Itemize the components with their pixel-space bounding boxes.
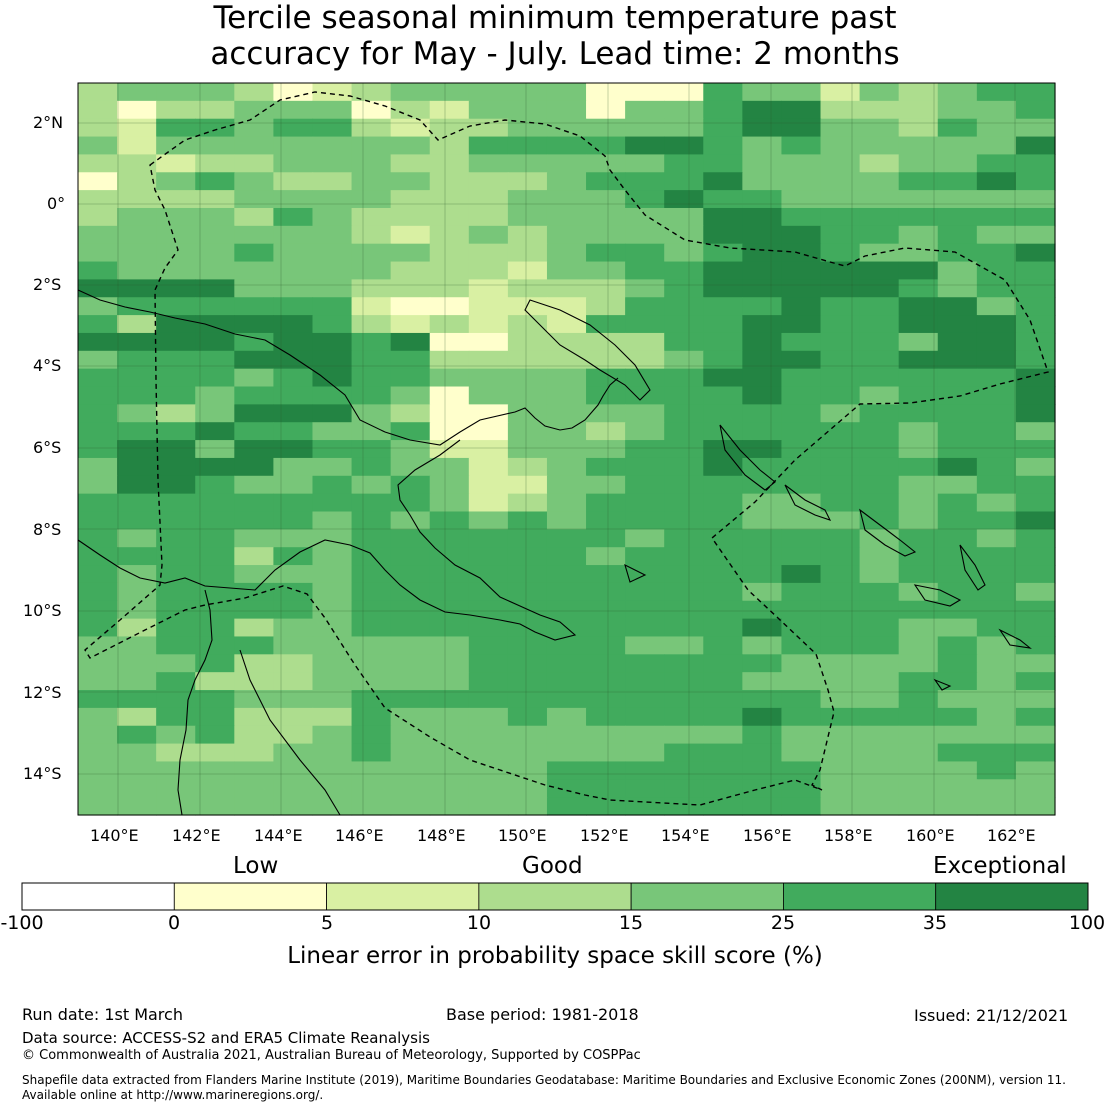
- islands-east-png: [624, 563, 647, 583]
- lon-label: 162°E: [987, 826, 1036, 845]
- new-guinea-north-coast: [77, 289, 619, 446]
- base-period: Base period: 1981-2018: [446, 1005, 639, 1024]
- colorbar-category-exceptional: Exceptional: [933, 853, 1067, 879]
- run-date: Run date: 1st March: [22, 1005, 183, 1024]
- lat-label: 4°S: [33, 356, 62, 375]
- skill-grid-cells: [78, 83, 1056, 816]
- lat-label: 0°: [47, 194, 66, 213]
- data-source: Data source: ACCESS-S2 and ERA5 Climate …: [22, 1029, 430, 1047]
- islands-south: [998, 628, 1032, 649]
- shapefile-credit-line-2: Available online at http://www.marinereg…: [22, 1088, 324, 1102]
- colorbar-tick: -100: [0, 912, 44, 934]
- lon-label: 160°E: [906, 826, 955, 845]
- lon-label: 156°E: [743, 826, 792, 845]
- new-britain: [524, 299, 651, 401]
- lat-label: 14°S: [23, 764, 62, 783]
- lon-label: 146°E: [335, 826, 384, 845]
- lat-label: 12°S: [23, 683, 62, 702]
- bougainville: [784, 484, 832, 521]
- shapefile-credit-line-1: Shapefile data extracted from Flanders M…: [22, 1073, 1066, 1087]
- colorbar-label: Linear error in probability space skill …: [287, 943, 823, 969]
- copyright: © Commonwealth of Australia 2021, Austra…: [22, 1048, 641, 1063]
- solomon-islands-b: [913, 584, 962, 607]
- coastlines: [77, 289, 1032, 816]
- map-title-line-2: accuracy for May - July. Lead time: 2 mo…: [210, 36, 900, 72]
- map-frame: [77, 82, 1056, 816]
- new-guinea-south-coast: [77, 439, 577, 641]
- lon-label: 154°E: [661, 826, 710, 845]
- colorbar-category-low: Low: [233, 853, 279, 879]
- gulf-coast: [239, 649, 341, 816]
- islands-small: [933, 678, 952, 691]
- map-gridlines: [78, 83, 1055, 815]
- solomon-islands-c: [959, 544, 986, 591]
- colorbar-tick: 15: [618, 912, 644, 934]
- cape-york-coast: [177, 589, 213, 816]
- eez-boundary: [84, 91, 1049, 806]
- lon-label: 158°E: [824, 826, 873, 845]
- lon-label: 152°E: [580, 826, 629, 845]
- lat-label: 8°S: [33, 520, 62, 539]
- lon-label: 148°E: [417, 826, 466, 845]
- issued-date: Issued: 21/12/2021: [914, 1006, 1069, 1025]
- solomon-islands-a: [859, 508, 917, 557]
- colorbar-frame: [21, 882, 1089, 911]
- lon-label: 142°E: [172, 826, 221, 845]
- lon-label: 150°E: [498, 826, 547, 845]
- colorbar-tick: 0: [167, 912, 181, 934]
- colorbar: [21, 882, 1089, 911]
- lat-label: 2°N: [33, 113, 64, 132]
- lat-label: 2°S: [33, 275, 62, 294]
- lon-label: 140°E: [90, 826, 139, 845]
- colorbar-tick: 5: [320, 912, 334, 934]
- lat-label: 6°S: [33, 438, 62, 457]
- colorbar-tick: 10: [466, 912, 492, 934]
- colorbar-tick: 35: [922, 912, 948, 934]
- lat-label: 10°S: [23, 601, 62, 620]
- colorbar-tick: 100: [1068, 912, 1106, 934]
- new-ireland: [719, 424, 776, 491]
- lon-label: 144°E: [254, 826, 303, 845]
- colorbar-category-good: Good: [522, 853, 583, 879]
- map-title-line-1: Tercile seasonal minimum temperature pas…: [213, 0, 897, 36]
- colorbar-tick: 25: [770, 912, 796, 934]
